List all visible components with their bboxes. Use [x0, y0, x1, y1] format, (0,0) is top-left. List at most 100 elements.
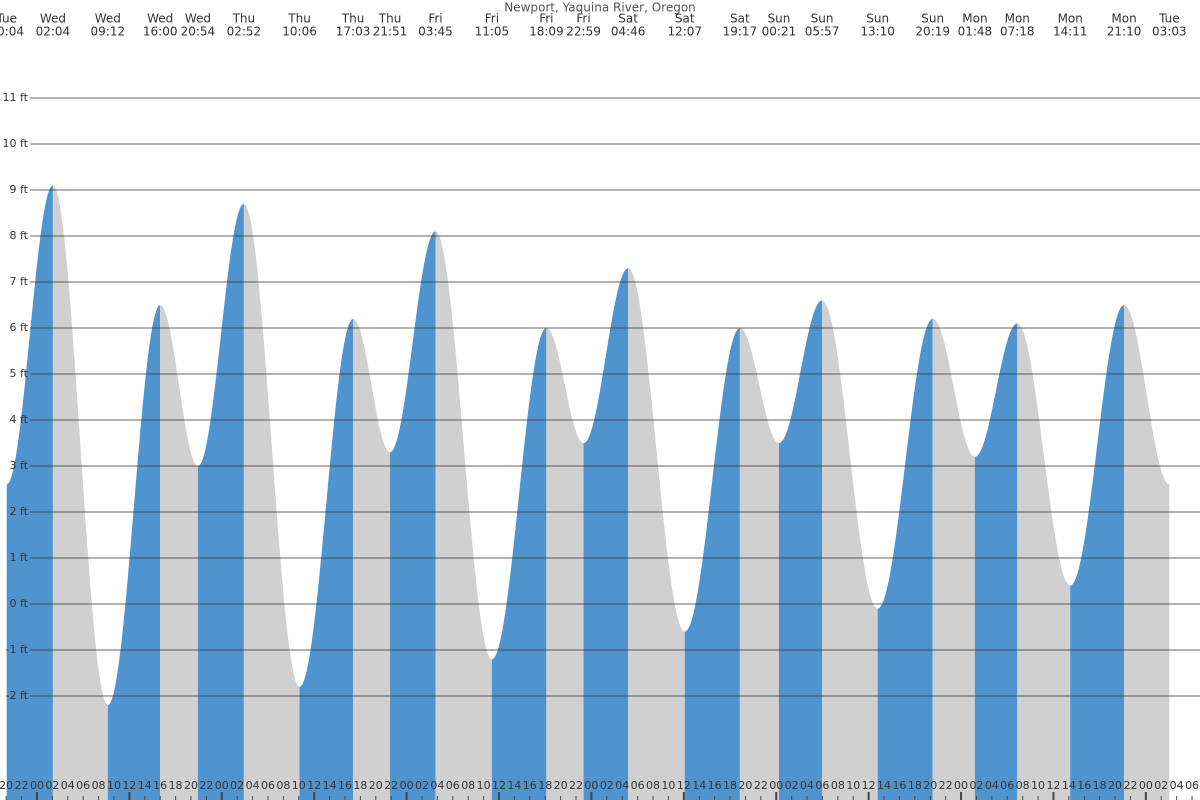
x-tick-label: 06: [815, 779, 829, 792]
x-tick-label: 04: [1170, 779, 1184, 792]
y-tick-label: 4 ft: [10, 413, 29, 426]
x-tick-label: 14: [692, 779, 706, 792]
x-tick-label: 10: [661, 779, 675, 792]
extreme-time: 20:19: [915, 25, 950, 39]
rising-area: [390, 231, 436, 800]
x-tick-label: 12: [307, 779, 321, 792]
x-tick-label: 04: [985, 779, 999, 792]
x-tick-label: 04: [615, 779, 629, 792]
extreme-time: 16:00: [143, 25, 178, 39]
falling-area: [160, 305, 198, 800]
extreme-day: Tue: [0, 12, 17, 26]
extreme-day: Mon: [1005, 12, 1030, 26]
x-tick-label: 16: [892, 779, 906, 792]
extreme-time: 20:04: [0, 25, 24, 39]
extreme-day: Thu: [287, 12, 311, 26]
x-tick-label: 20: [1108, 779, 1122, 792]
x-tick-label: 06: [631, 779, 645, 792]
rising-area: [197, 203, 244, 800]
y-tick-label: 9 ft: [10, 183, 29, 196]
extreme-time: 07:18: [1000, 25, 1035, 39]
x-tick-label: 06: [261, 779, 275, 792]
rising-area: [491, 328, 547, 800]
rising-area: [6, 185, 53, 800]
extreme-day: Wed: [95, 12, 121, 26]
rising-area: [778, 300, 823, 800]
x-tick-label: 20: [554, 779, 568, 792]
extreme-time: 03:03: [1152, 25, 1187, 39]
x-tick-label: 02: [45, 779, 59, 792]
extreme-day: Sun: [866, 12, 889, 26]
extreme-day: Fri: [485, 12, 499, 26]
y-tick-label: 11 ft: [3, 91, 29, 104]
x-tick-label: 04: [430, 779, 444, 792]
x-tick-label: 22: [15, 779, 29, 792]
y-tick-label: 1 ft: [10, 551, 29, 564]
extreme-day: Mon: [1111, 12, 1136, 26]
x-tick-label: 16: [1077, 779, 1091, 792]
extreme-time: 03:45: [418, 25, 453, 39]
y-tick-label: 5 ft: [10, 367, 29, 380]
extreme-day: Fri: [428, 12, 442, 26]
extreme-time: 10:06: [282, 25, 317, 39]
x-tick-label: 20: [923, 779, 937, 792]
x-tick-label: 20: [0, 779, 13, 792]
x-tick-label: 10: [1031, 779, 1045, 792]
extreme-day: Sun: [921, 12, 944, 26]
x-tick-label: 16: [523, 779, 537, 792]
extreme-time: 17:03: [336, 25, 371, 39]
x-tick-label: 00: [769, 779, 783, 792]
extreme-time: 02:04: [36, 25, 71, 39]
x-tick-label: 00: [215, 779, 229, 792]
extreme-time: 00:21: [762, 25, 797, 39]
extreme-time: 14:11: [1053, 25, 1088, 39]
extreme-time: 20:54: [181, 25, 216, 39]
falling-area: [932, 318, 975, 800]
y-tick-label: 6 ft: [10, 321, 29, 334]
x-tick-label: 18: [723, 779, 737, 792]
x-tick-label: 06: [446, 779, 460, 792]
falling-area: [628, 268, 685, 800]
x-tick-label: 02: [785, 779, 799, 792]
extreme-day: Wed: [185, 12, 211, 26]
y-tick-label: 3 ft: [10, 459, 29, 472]
x-tick-label: 18: [169, 779, 183, 792]
x-tick-label: 14: [323, 779, 337, 792]
rising-area: [877, 318, 933, 800]
x-tick-label: 00: [954, 779, 968, 792]
x-tick-label: 02: [600, 779, 614, 792]
x-tick-label: 22: [939, 779, 953, 792]
x-tick-label: 16: [153, 779, 167, 792]
rising-area: [299, 318, 354, 800]
extreme-day: Sun: [768, 12, 791, 26]
x-tick-label: 18: [353, 779, 367, 792]
falling-area: [1017, 323, 1071, 800]
rising-area: [684, 328, 740, 800]
falling-area: [52, 185, 108, 800]
falling-area: [243, 203, 300, 800]
y-tick-label: -1 ft: [6, 643, 29, 656]
x-tick-label: 08: [831, 779, 845, 792]
x-tick-label: 04: [800, 779, 814, 792]
extreme-day: Sat: [675, 12, 695, 26]
x-tick-label: 02: [1154, 779, 1168, 792]
rising-area: [1070, 305, 1125, 800]
y-tick-label: 7 ft: [10, 275, 29, 288]
extreme-day: Fri: [539, 12, 553, 26]
x-tick-label: 14: [138, 779, 152, 792]
x-tick-label: 16: [338, 779, 352, 792]
x-tick-label: 14: [507, 779, 521, 792]
x-tick-label: 22: [569, 779, 583, 792]
extreme-day: Thu: [341, 12, 365, 26]
x-tick-label: 02: [969, 779, 983, 792]
x-tick-label: 12: [677, 779, 691, 792]
extreme-time: 21:10: [1107, 25, 1142, 39]
x-tick-label: 10: [846, 779, 860, 792]
extreme-time: 04:46: [611, 25, 646, 39]
rising-area: [107, 305, 161, 800]
x-tick-label: 18: [538, 779, 552, 792]
x-tick-label: 08: [461, 779, 475, 792]
rising-area: [583, 268, 629, 800]
x-tick-label: 12: [1046, 779, 1060, 792]
extreme-time: 02:52: [227, 25, 262, 39]
